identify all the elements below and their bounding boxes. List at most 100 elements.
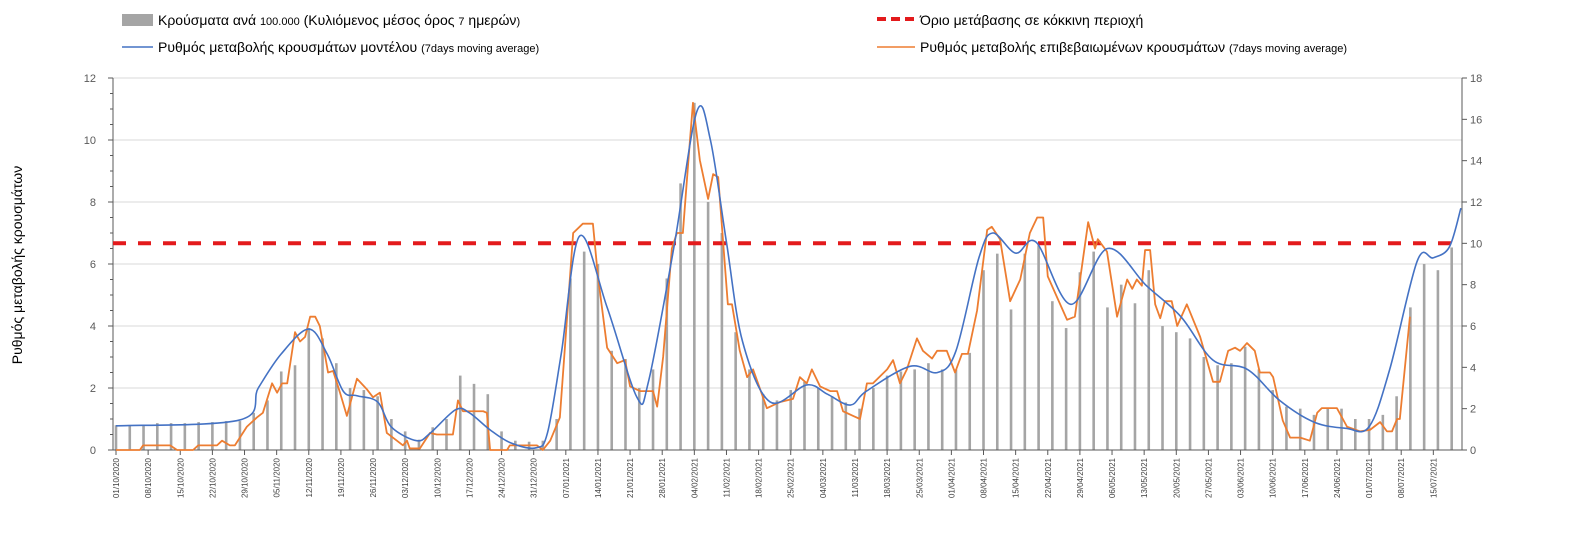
bar — [761, 394, 765, 450]
x-tick-label: 04/02/2021 — [690, 457, 699, 498]
bar — [431, 427, 435, 450]
bar — [899, 371, 903, 450]
bar — [982, 270, 985, 450]
x-tick-label: 15/10/2020 — [176, 457, 185, 498]
bar — [569, 278, 572, 450]
x-tick-label: 06/05/2021 — [1108, 457, 1117, 498]
bar — [1354, 419, 1357, 450]
x-tick-label: 24/06/2021 — [1333, 457, 1342, 498]
x-tick-label: 22/04/2021 — [1044, 457, 1053, 498]
y-right-tick-label: 0 — [1470, 445, 1476, 457]
bar — [1422, 264, 1426, 450]
x-tick-label: 15/07/2021 — [1429, 457, 1438, 498]
bar — [1106, 307, 1109, 450]
bar — [362, 390, 366, 450]
y-right-tick-label: 14 — [1470, 156, 1482, 168]
x-tick-label: 24/12/2020 — [498, 457, 507, 498]
x-tick-label: 21/01/2021 — [626, 457, 635, 498]
bar — [211, 422, 214, 450]
bar — [376, 396, 379, 450]
x-tick-label: 13/05/2021 — [1140, 457, 1149, 498]
x-tick-label: 11/03/2021 — [851, 457, 860, 497]
legend-bars-swatch — [122, 14, 153, 26]
bar — [142, 425, 145, 450]
x-tick-label: 17/06/2021 — [1301, 457, 1310, 498]
bar — [1119, 284, 1123, 450]
bar — [252, 412, 255, 450]
axes: 0 2 4 6 8 10 12 0 2 4 6 8 10 12 14 16 18 01/10/2020 08/10/… — [84, 73, 1483, 498]
x-tick-label: 01/10/2020 — [112, 457, 121, 498]
bar — [693, 102, 696, 451]
legend-confirmed-label: Ρυθμός μεταβολής επιβεβαιωμένων κρουσμάτ… — [920, 39, 1347, 55]
bar — [1037, 245, 1040, 450]
x-tick-label: 28/01/2021 — [658, 457, 667, 498]
y-right-tick-label: 16 — [1470, 114, 1482, 126]
bar — [1381, 414, 1385, 450]
bar — [1340, 408, 1343, 450]
x-tick-label: 11/02/2021 — [722, 457, 731, 497]
bar — [858, 408, 861, 450]
x-tick-label: 12/11/2020 — [305, 457, 314, 497]
bar — [114, 425, 118, 450]
y-right-tick-label: 8 — [1470, 280, 1476, 292]
x-tick-label: 03/06/2021 — [1237, 457, 1246, 498]
x-tick-label: 01/07/2021 — [1365, 457, 1374, 498]
bar — [1450, 247, 1453, 450]
bar — [1395, 396, 1398, 450]
y-right-tick-label: 12 — [1470, 197, 1482, 209]
bar — [279, 371, 283, 450]
bar — [555, 419, 558, 450]
bar — [1023, 253, 1027, 450]
x-tick-label: 25/03/2021 — [915, 457, 924, 498]
y-axis-title: Ρυθμός μεταβολής κρουσμάτων — [9, 166, 25, 364]
bar — [954, 369, 958, 450]
bar — [417, 439, 421, 450]
x-tick-label: 14/01/2021 — [594, 457, 603, 498]
legend-threshold-label: Όριο μετάβασης σε κόκκινη περιοχή — [919, 12, 1143, 28]
x-tick-label: 03/12/2020 — [401, 457, 410, 498]
bar — [1436, 270, 1440, 450]
bar — [1161, 326, 1164, 450]
bar — [885, 375, 889, 450]
bar — [1147, 270, 1151, 450]
bar — [1367, 419, 1371, 450]
bar — [1409, 307, 1412, 450]
model-line — [115, 105, 1462, 450]
legend: Κρούσματα ανά 100.000 (Κυλιόμενος μέσος … — [122, 12, 1347, 55]
bar — [169, 423, 173, 450]
bar — [500, 431, 503, 450]
bar — [156, 423, 159, 450]
y-left-tick-label: 10 — [84, 135, 96, 147]
bar — [390, 419, 393, 450]
bar — [789, 390, 793, 450]
bar — [1216, 365, 1219, 450]
bar — [968, 352, 972, 450]
bar — [1257, 369, 1261, 450]
bar — [706, 202, 710, 450]
bar — [624, 359, 627, 450]
bar — [1064, 328, 1068, 450]
x-tick-label: 15/04/2021 — [1012, 457, 1021, 498]
x-tick-label: 08/10/2020 — [144, 457, 153, 498]
bar — [940, 369, 944, 450]
x-tick-label: 27/05/2021 — [1204, 457, 1213, 498]
y-right-tick-label: 2 — [1470, 404, 1476, 416]
x-tick-label: 20/05/2021 — [1172, 457, 1181, 498]
y-left-tick-label: 8 — [90, 197, 96, 209]
bar — [321, 338, 324, 450]
bar — [610, 350, 614, 450]
confirmed-cases-line — [116, 101, 1411, 451]
bar — [238, 421, 242, 450]
bar — [458, 375, 462, 450]
bar — [307, 328, 311, 450]
y-left-tick-label: 12 — [84, 73, 96, 85]
bar — [224, 421, 228, 450]
x-tick-label: 04/03/2021 — [819, 457, 828, 498]
x-tick-label: 19/11/2020 — [337, 457, 346, 497]
bar — [1133, 303, 1137, 450]
x-tick-label: 18/03/2021 — [883, 457, 892, 498]
bar — [844, 402, 848, 450]
y-left-tick-label: 4 — [90, 321, 96, 333]
bar — [1243, 346, 1247, 450]
